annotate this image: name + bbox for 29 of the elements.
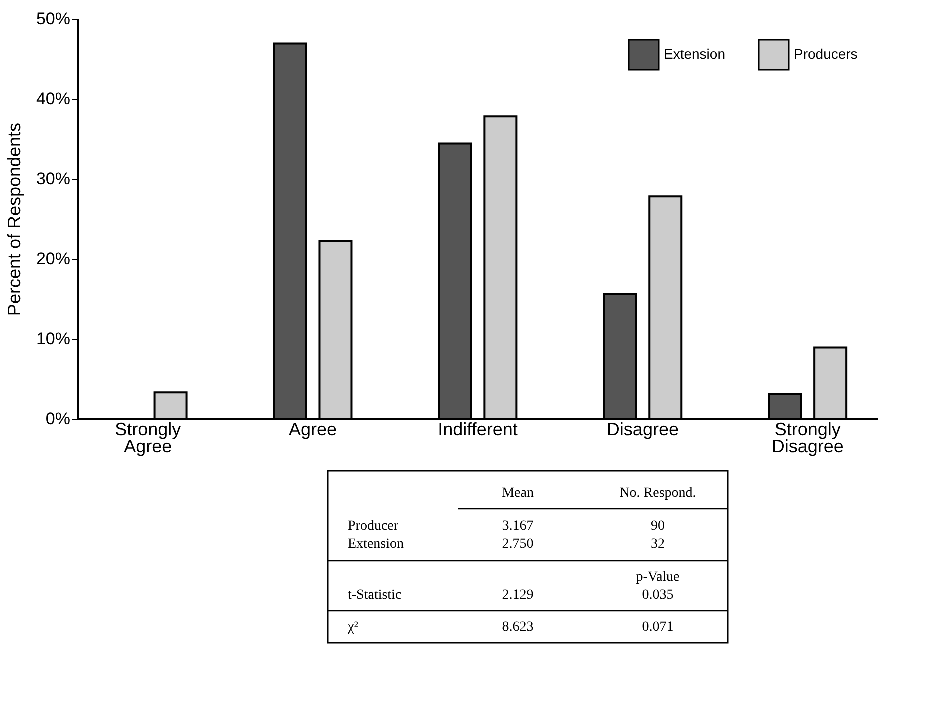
x-tick-label: Disagree: [606, 420, 679, 440]
y-tick-label: 30%: [36, 170, 70, 188]
text: No. Respond.: [620, 486, 696, 501]
x-tick-label: Strongly Agree: [115, 420, 182, 456]
text: t-Statistic: [348, 588, 402, 603]
y-tick-label: 40%: [36, 90, 70, 108]
text: 90: [651, 519, 665, 534]
text: Extension: [348, 537, 404, 552]
x-tick-label: Indifferent: [438, 420, 518, 440]
text: 0.035: [642, 588, 674, 603]
text: 2.750: [502, 537, 534, 552]
x-tick-label: Strongly Disagree: [772, 420, 844, 456]
x-tick-label: Agree: [289, 420, 338, 440]
text: χ²: [347, 620, 358, 635]
text: 32: [651, 537, 665, 552]
text: p-Value: [636, 570, 680, 585]
legend-label: Extension: [664, 46, 726, 62]
text: 0.071: [642, 620, 674, 635]
text: 2.129: [502, 588, 534, 603]
y-tick-label: 0%: [46, 410, 70, 428]
legend-label: Producers: [794, 46, 858, 62]
y-tick-label: 10%: [36, 330, 70, 348]
y-tick-label: 20%: [36, 250, 70, 268]
y-axis-title: Percent of Respondents: [4, 122, 24, 316]
text: Mean: [502, 486, 534, 501]
y-tick-label: 50%: [36, 10, 70, 28]
text: Producer: [348, 519, 399, 534]
text: 3.167: [502, 519, 534, 534]
text: 8.623: [502, 620, 534, 635]
